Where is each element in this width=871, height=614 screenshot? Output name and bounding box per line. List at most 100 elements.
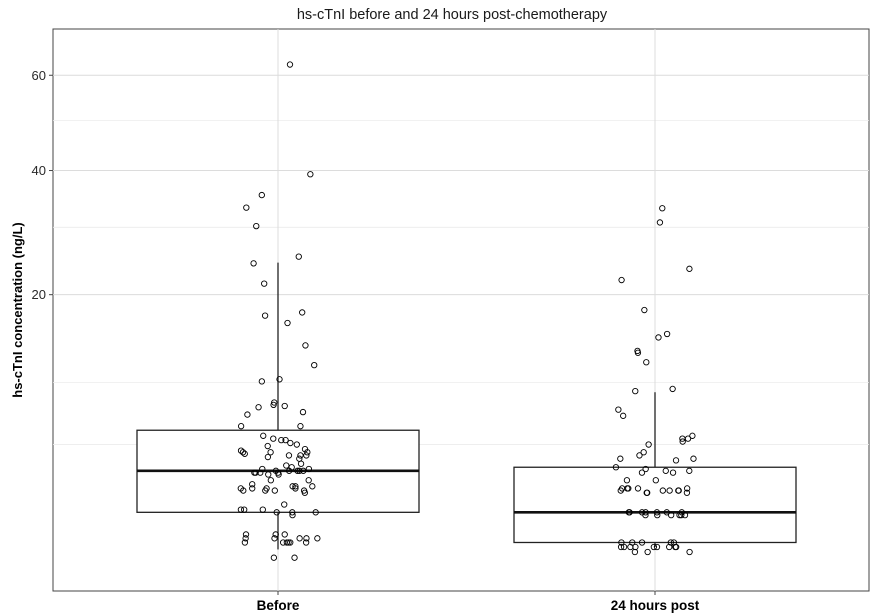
data-point [237,506,245,513]
data-point [663,330,671,338]
data-point [644,489,651,496]
data-point [686,467,693,474]
data-point [666,487,673,494]
data-point [252,469,259,476]
x-tick-label: Before [257,598,300,613]
data-point [270,435,277,442]
data-point [295,253,302,260]
data-point [305,465,313,473]
data-point [299,408,307,416]
data-point [282,436,289,444]
data-point [678,511,685,519]
chart-title: hs-cTnI before and 24 hours post-chemoth… [297,7,608,23]
data-point [615,406,622,413]
y-tick-label: 60 [32,68,46,83]
data-point [249,485,256,492]
y-tick-label: 40 [32,163,46,178]
data-point [686,548,693,556]
data-point [244,411,251,418]
data-point [650,543,658,551]
data-point [242,535,249,542]
data-point [289,511,296,519]
data-point [289,509,296,516]
data-point [301,489,308,496]
data-point [644,548,651,556]
data-point [675,487,682,494]
data-point [612,464,620,471]
data-point [617,455,624,462]
data-point [287,439,294,447]
data-point [668,511,675,519]
data-point [281,402,288,410]
data-point [285,467,293,474]
data-point [302,539,310,546]
data-point [304,449,311,456]
data-point [271,487,278,494]
data-point [684,485,691,492]
data-point [283,462,290,469]
data-point [683,489,691,496]
data-point [267,449,274,456]
data-point [299,309,306,316]
data-point [276,376,283,383]
data-point [291,554,298,561]
data-point [652,477,659,484]
data-point [631,548,639,556]
data-point [293,441,300,448]
x-axis-ticks: Before 24 hours post [257,591,700,613]
data-point [689,432,696,439]
iqr-box [513,466,797,544]
data-point [296,535,303,542]
data-point [249,481,256,488]
data-point [275,471,282,478]
data-point [642,511,649,519]
data-point [309,483,316,490]
data-point [620,543,628,551]
data-point [297,452,304,459]
data-point [679,438,686,445]
data-point [253,222,260,230]
data-point [258,378,265,385]
data-point [662,467,669,474]
data-point [283,539,291,546]
data-point [617,487,624,494]
data-point [270,554,278,561]
data-point [634,349,642,356]
data-point [287,539,294,546]
data-point [239,449,247,456]
y-axis-label: hs-cTnI concentration (ng/L) [10,222,25,398]
data-point [672,543,680,551]
data-point [655,334,662,341]
data-point [659,205,666,212]
data-point [281,531,288,538]
data-point [296,467,303,474]
data-point [676,511,683,519]
data-point [242,531,250,538]
data-point [672,457,680,464]
data-point [663,509,670,516]
data-point [617,543,625,551]
data-point [259,506,266,513]
data-point [632,387,639,395]
data-point [273,509,280,516]
data-point [270,401,277,408]
data-point [272,531,279,538]
data-point [641,306,648,314]
data-point [307,171,314,178]
data-point [623,477,631,484]
data-point [271,535,278,542]
data-point [261,312,269,319]
data-point [653,509,661,516]
data-point [255,404,262,411]
data-point [314,535,321,542]
data-point [303,535,310,542]
data-point [311,362,318,369]
data-point [686,265,693,272]
data-point [241,506,248,513]
data-point [292,483,299,490]
data-point [260,432,267,439]
data-point [264,453,272,461]
data-point [620,412,627,419]
data-point [626,509,633,516]
data-point [250,260,257,267]
